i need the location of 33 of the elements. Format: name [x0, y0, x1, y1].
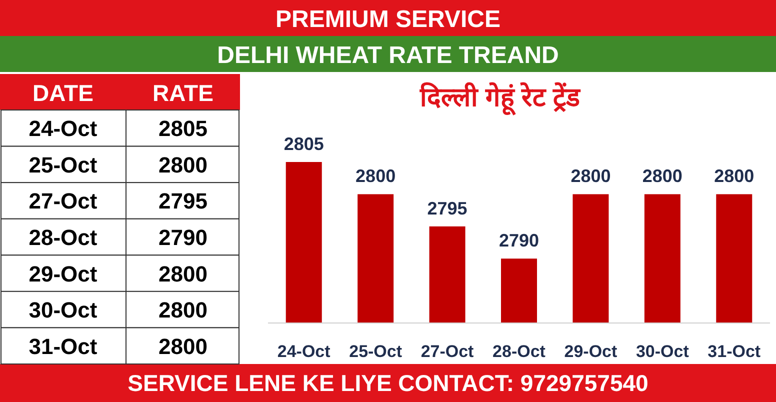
text: PREMIUM SERVICE — [276, 6, 500, 33]
data-label: 2800 — [158, 261, 208, 286]
x-tick-label: 31-Oct — [708, 342, 761, 361]
data-label: 2800 — [356, 166, 396, 186]
data-label: 2790 — [498, 230, 540, 251]
data-label: 2805 — [284, 134, 324, 154]
data-label: 2800 — [714, 166, 754, 186]
x-tick-label: 24-Oct — [277, 342, 331, 361]
data-label: 2800 — [570, 166, 611, 186]
category-label: 30-Oct — [28, 298, 98, 323]
x-tick-label: 27-Oct — [420, 342, 474, 361]
data-label: 2800 — [158, 152, 208, 178]
text: DATE — [32, 80, 94, 106]
data-label: 2805 — [158, 116, 208, 142]
data-label: 2795 — [427, 198, 468, 218]
data-label: 2800 — [158, 334, 208, 359]
data-label: 2800 — [642, 166, 682, 186]
text: SERVICE LENE KE LIYE CONTACT: 9729757540 — [128, 370, 648, 396]
data-label: 2795 — [158, 188, 208, 214]
x-tick-label: 25-Oct — [349, 342, 402, 361]
category-label: 27-Oct — [28, 188, 98, 214]
category-label: 28-Oct — [28, 225, 98, 250]
x-tick-label: 30-Oct — [636, 342, 690, 361]
x-tick-label: 28-Oct — [492, 342, 546, 361]
data-label: 2800 — [158, 298, 208, 323]
text: RATE — [152, 80, 214, 106]
chart-title: DELHI WHEAT RATE TREAND — [217, 42, 559, 69]
category-label: 25-Oct — [28, 152, 98, 178]
category-label: 29-Oct — [28, 261, 98, 286]
data-label: 2790 — [158, 225, 208, 250]
x-tick-label: 29-Oct — [564, 342, 618, 361]
chart-subtitle: दिल्ली गेहूं रेट ट्रेंड — [419, 82, 581, 116]
category-label: 24-Oct — [28, 116, 98, 142]
